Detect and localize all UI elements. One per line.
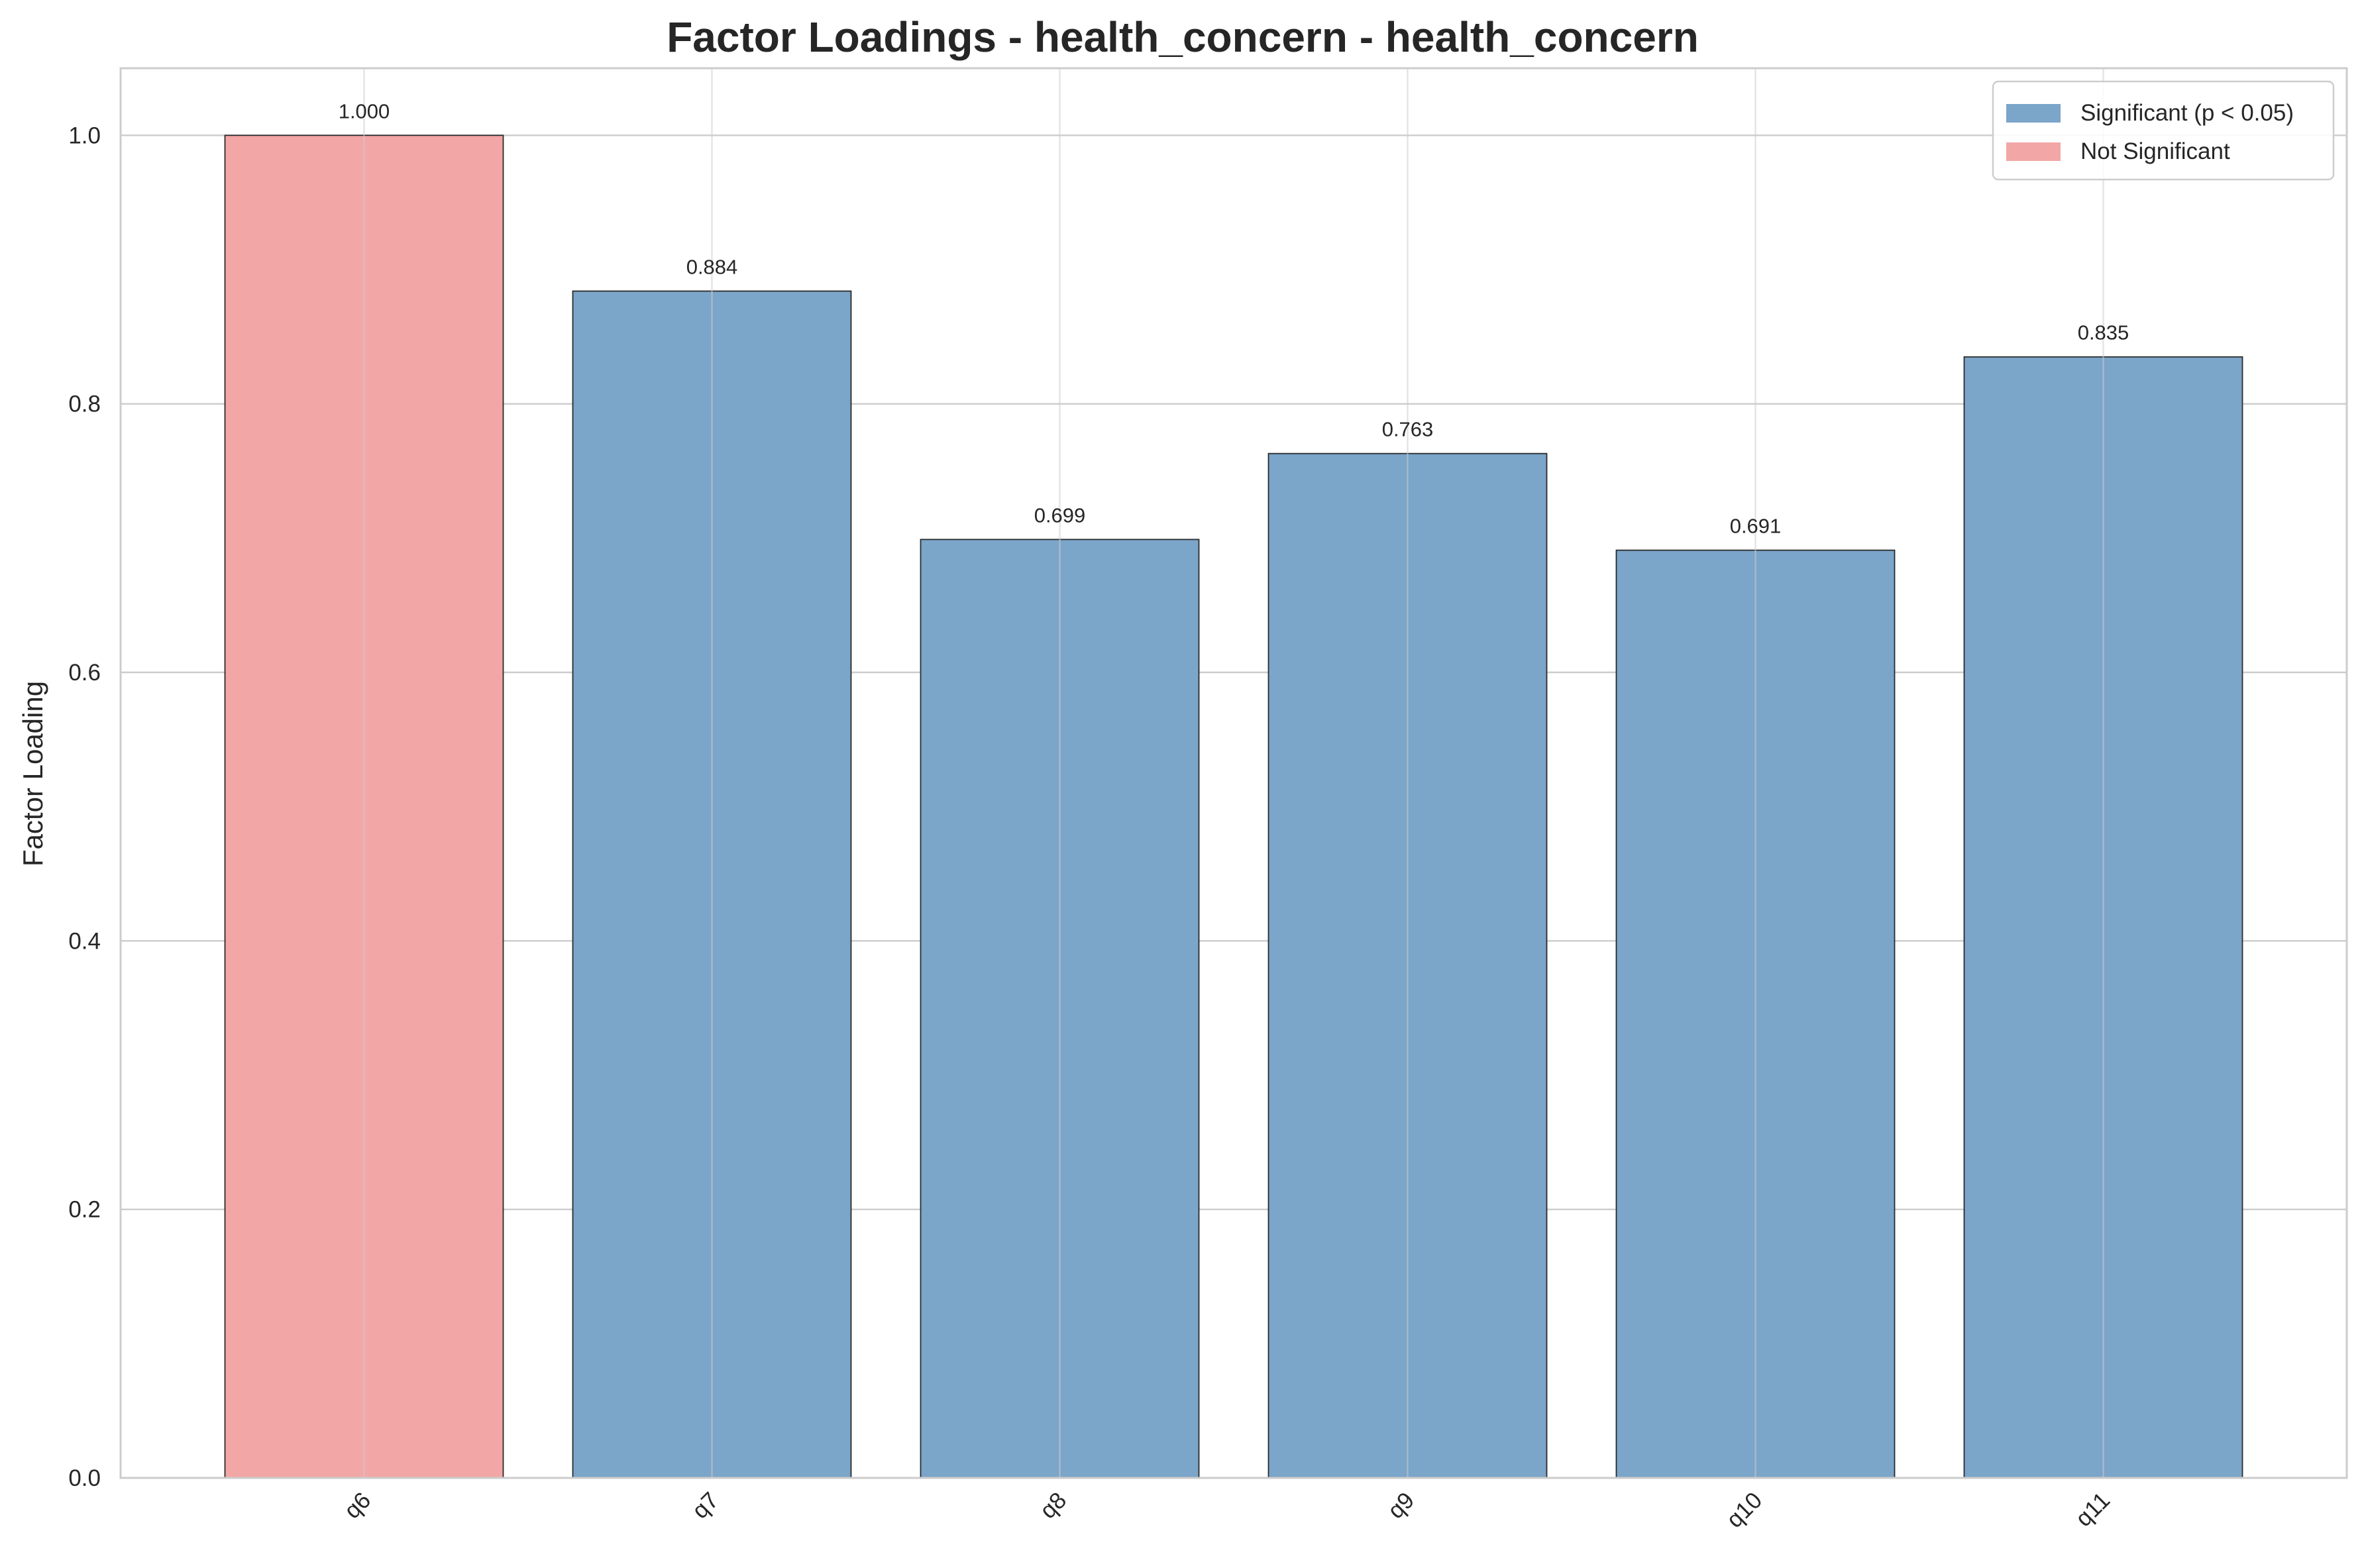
bar-value-label: 0.884 [686,255,738,278]
legend-swatch [2006,142,2061,161]
plot-frame [119,67,2348,1479]
bar-value-label: 0.699 [1034,503,1086,527]
y-tick-labels: 0.0 0.2 0.4 0.6 0.8 1.0 [68,123,101,1491]
y-tick-label: 1.0 [68,123,101,148]
y-tick-label: 0.8 [68,392,101,417]
chart-title: Factor Loadings - health_concern - healt… [667,13,1699,61]
legend-label: Significant (p < 0.05) [2080,100,2294,126]
y-axis-label: Factor Loading [17,681,48,866]
legend: Significant (p < 0.05) Not Significant [1992,80,2335,181]
y-tick-label: 0.6 [68,660,101,686]
bars [224,68,2243,1479]
bar-value-labels: 1.000 0.884 0.699 0.763 0.691 0.835 [339,99,2129,537]
bar-value-label: 0.763 [1382,418,1434,441]
bar-value-label: 0.691 [1730,515,1782,538]
legend-label: Not Significant [2080,138,2230,164]
y-tick-label: 0.0 [68,1465,101,1491]
y-tick-label: 0.4 [68,928,101,954]
legend-swatch [2006,104,2061,123]
bar-value-label: 1.000 [339,99,390,123]
legend-box [1992,80,2335,181]
y-tick-label: 0.2 [68,1197,101,1223]
bar-value-label: 0.835 [2078,321,2129,344]
